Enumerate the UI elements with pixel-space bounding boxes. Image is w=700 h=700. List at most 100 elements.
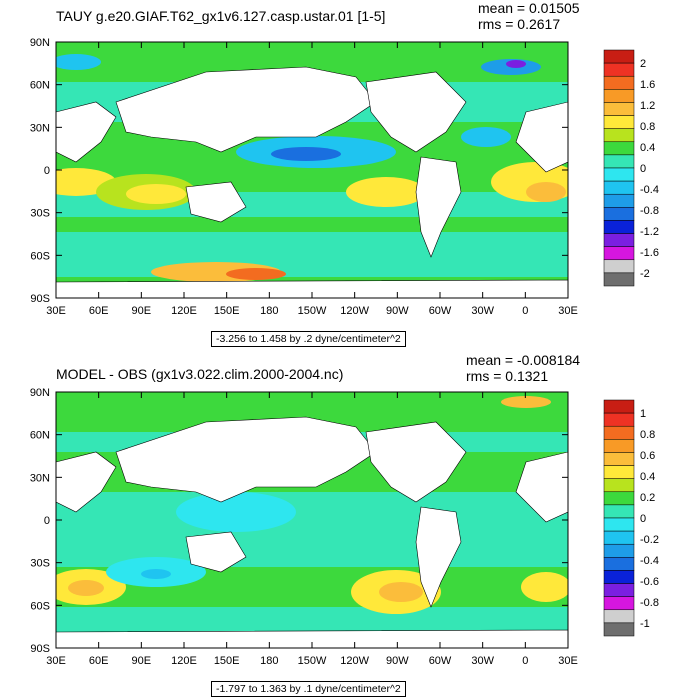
lon-tick-label: 30W <box>471 305 494 317</box>
colorbar-swatch <box>603 259 635 274</box>
top-map: 90N 60N 30N 0 30S 60S 90S 30E 60E 90E 120E 150E 180… <box>30 37 659 317</box>
colorbar-swatch <box>603 596 635 611</box>
lat-tick-label: 90S <box>30 293 50 305</box>
colorbar: 1 0.8 0.6 0.4 0.2 0 -0.2 -0.4 -0.6 -0.8 -1 <box>603 399 659 637</box>
field-patch <box>126 184 186 204</box>
lon-axis: 30E 60E 90E 120E 150E 180 150W 120W 90W 60W 30W 0 30… <box>46 392 578 667</box>
top-panel-mean: mean = 0.01505 <box>478 0 580 16</box>
lat-tick-label: 90S <box>30 643 50 655</box>
colorbar-swatch <box>603 609 635 624</box>
lon-tick-label: 120E <box>171 305 197 317</box>
africa-east-land <box>56 451 117 513</box>
lon-tick-label: 120W <box>340 655 369 667</box>
lon-tick-label: 90W <box>386 305 409 317</box>
colorbar-label: -0.4 <box>640 555 659 567</box>
colorbar-label: 0 <box>640 163 646 175</box>
lon-tick-label: 90W <box>386 655 409 667</box>
lon-tick-label: 120W <box>340 305 369 317</box>
colorbar-label: 2 <box>640 58 646 70</box>
lat-tick-label: 90N <box>30 37 50 49</box>
colorbar-label: 0.8 <box>640 429 655 441</box>
africa-land <box>515 101 568 173</box>
lat-tick-label: 0 <box>44 515 50 527</box>
lon-axis: 30E 60E 90E 120E 150E 180 150W 120W 90W 60W 30W 0 30… <box>46 42 578 317</box>
top-panel: TAUY g.e20.GIAF.T62_gx1v6.127.casp.ustar… <box>30 0 659 347</box>
lat-tick-label: 30S <box>30 208 50 220</box>
lat-tick-label: 30N <box>30 472 50 484</box>
colorbar-swatch <box>603 583 635 597</box>
field-patch <box>461 127 511 147</box>
lon-tick-label: 150W <box>298 655 327 667</box>
field-band <box>56 232 568 277</box>
colorbar-label: 1 <box>640 408 646 420</box>
field-patch <box>141 569 171 579</box>
colorbar-swatch <box>603 517 635 532</box>
colorbar-label: -0.6 <box>640 576 659 588</box>
colorbar-swatch <box>603 246 635 261</box>
lat-tick-label: 0 <box>44 165 50 177</box>
colorbar-swatch <box>603 89 635 103</box>
colorbar-swatch <box>603 220 635 234</box>
lon-tick-label: 30E <box>558 655 578 667</box>
lon-tick-label: 60E <box>89 655 109 667</box>
field-patch <box>346 177 426 207</box>
africa-east-land <box>56 101 117 163</box>
colorbar-swatch <box>603 102 635 116</box>
colorbar-swatch <box>603 570 635 584</box>
north-america-land <box>365 421 467 503</box>
field-patch <box>271 147 341 161</box>
colorbar-swatch <box>603 439 635 453</box>
colorbar-label: -1 <box>640 618 650 630</box>
field-patch <box>379 582 423 602</box>
colorbar-label: -0.2 <box>640 534 659 546</box>
range-note: -1.797 to 1.363 by .1 dyne/centimeter^2 <box>211 681 406 697</box>
lat-axis: 90N 60N 30N 0 30S 60S 90S <box>30 387 568 655</box>
colorbar-swatch <box>603 75 635 90</box>
colorbar-swatch <box>603 622 635 637</box>
bottom-panel-title: MODEL - OBS (gx1v3.022.clim.2000-2004.nc… <box>56 366 344 382</box>
colorbar-swatch <box>603 154 635 169</box>
colorbar-label: 0.2 <box>640 492 655 504</box>
field-patch <box>501 396 551 408</box>
colorbar-swatch <box>603 399 635 414</box>
lon-tick-label: 30E <box>46 305 66 317</box>
field-patch <box>506 60 526 68</box>
colorbar-label: -1.2 <box>640 226 659 238</box>
colorbar-label: 0 <box>640 513 646 525</box>
lon-tick-label: 180 <box>260 655 278 667</box>
colorbar-label: 0.8 <box>640 121 655 133</box>
colorbar-swatch <box>603 478 635 493</box>
lon-tick-label: 90E <box>132 305 152 317</box>
colorbar-label: -0.8 <box>640 205 659 217</box>
colorbar-swatch <box>603 425 635 440</box>
lon-tick-label: 180 <box>260 305 278 317</box>
lon-tick-label: 0 <box>522 305 528 317</box>
bottom-panel-mean: mean = -0.008184 <box>466 352 581 368</box>
field-patch <box>226 268 286 280</box>
colorbar-swatch <box>603 412 635 427</box>
lon-tick-label: 60W <box>429 305 452 317</box>
colorbar-swatch <box>603 491 635 506</box>
colorbar-label: 0.4 <box>640 142 655 154</box>
colorbar-swatch <box>603 49 635 64</box>
lon-tick-label: 0 <box>522 655 528 667</box>
range-note: -3.256 to 1.458 by .2 dyne/centimeter^2 <box>211 331 406 347</box>
lon-tick-label: 60E <box>89 305 109 317</box>
field-patch <box>526 182 566 202</box>
colorbar-swatch <box>603 272 635 287</box>
colorbar-label: -0.8 <box>640 597 659 609</box>
lon-tick-label: 150E <box>214 305 240 317</box>
lon-tick-label: 120E <box>171 655 197 667</box>
colorbar-swatch <box>603 115 635 129</box>
colorbar-swatch <box>603 128 635 143</box>
lon-tick-label: 30E <box>558 305 578 317</box>
colorbar-swatch <box>603 465 635 479</box>
lon-tick-label: 150E <box>214 655 240 667</box>
eurasia-land <box>115 66 377 153</box>
colorbar: 2 1.6 1.2 0.8 0.4 0 -0.4 -0.8 -1.2 -1.6 -2 <box>603 49 659 287</box>
south-america-land <box>415 506 462 608</box>
field-patch <box>176 492 296 532</box>
colorbar-label: -1.6 <box>640 247 659 259</box>
top-panel-rms: rms = 0.2617 <box>478 16 561 32</box>
colorbar-swatch <box>603 141 635 156</box>
